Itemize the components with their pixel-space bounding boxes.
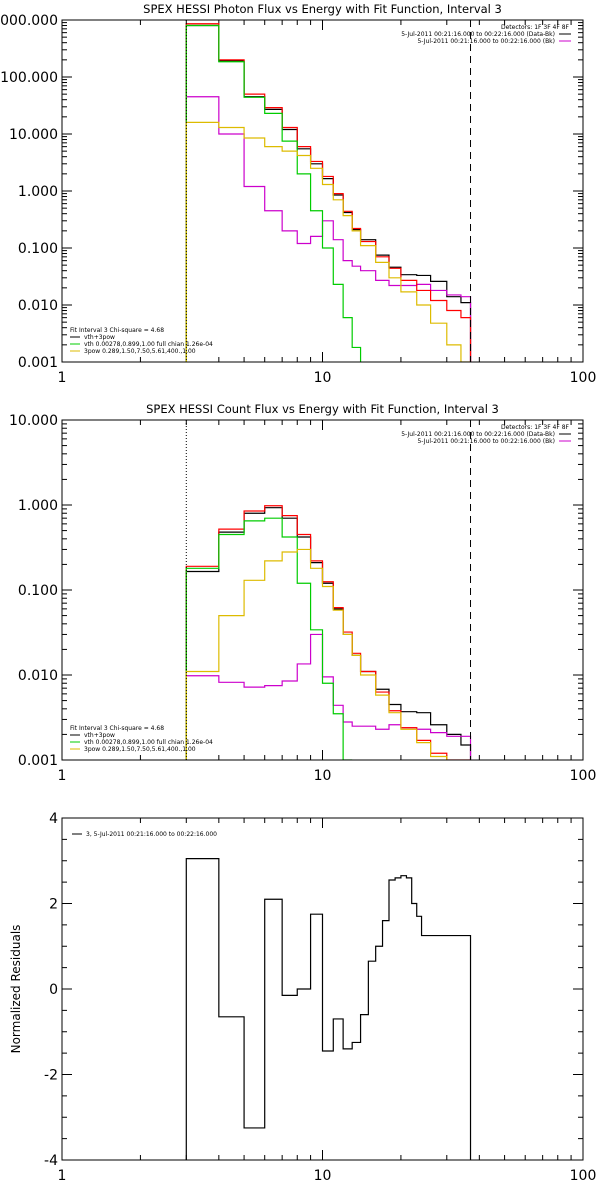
series-line — [185, 24, 472, 362]
x-tick-label: 10 — [314, 768, 332, 784]
y-axis-label: Normalized Residuals — [9, 925, 23, 1054]
plot-frame — [61, 19, 584, 363]
x-tick-label: 10 — [314, 1168, 332, 1184]
y-tick-label: 0.010 — [18, 668, 58, 684]
y-tick-label: 0.001 — [18, 355, 58, 371]
y-tick-label: 0.010 — [18, 298, 58, 314]
legend-top-entry: 5-Jul-2011 00:21:16.000 to 00:22:16.000 … — [417, 38, 555, 45]
legend-bottom-entry: vth+3pow — [84, 334, 115, 341]
series-group — [185, 858, 472, 1160]
legend-bottom-entry: vth+3pow — [84, 732, 115, 739]
y-axis-ticks — [62, 419, 583, 761]
y-tick-label: 0.100 — [18, 583, 58, 599]
legend-bottom-entry: Fit Interval 3 Chi-square = 4.68 — [70, 725, 164, 732]
legend-bottom-entry: Fit Interval 3 Chi-square = 4.68 — [70, 327, 164, 334]
x-axis-ticks — [61, 20, 572, 362]
x-tick-label: 100 — [570, 370, 597, 386]
y-tick-label: 100.000 — [0, 70, 58, 86]
legend-bottom-entry: 3pow 0.289,1.50,7.50,5.61,400.,1.00 — [84, 746, 196, 753]
legend-bottom-entry: vth 0.00278,0.899,1.00 full chian 1.26e-… — [84, 739, 213, 746]
series-line — [185, 23, 472, 362]
legend-top-entry: 5-Jul-2011 00:21:16.000 to 00:22:16.000 … — [401, 31, 555, 38]
plot-frame — [61, 419, 584, 761]
legend-bottom-entry: 3pow 0.289,1.50,7.50,5.61,400.,1.00 — [84, 348, 196, 355]
chart-panel-2: SPEX HESSI Count Flux vs Energy with Fit… — [9, 402, 596, 784]
series-line — [185, 96, 472, 362]
legend-top-entry: Detectors: 1F 3F 4F 8F — [501, 424, 570, 431]
series-line — [185, 121, 471, 362]
chart-panel-1: SPEX HESSI Photon Flux vs Energy with Fi… — [0, 2, 596, 386]
plot-frame — [61, 817, 584, 1161]
y-tick-label: 0.100 — [18, 241, 58, 257]
legend-top-entry: Detectors: 1F 3F 4F 8F — [501, 24, 570, 31]
x-tick-label: 1 — [58, 1168, 67, 1184]
series-line — [185, 507, 472, 760]
x-axis-ticks — [61, 420, 572, 760]
series-line — [185, 858, 472, 1160]
x-tick-label: 100 — [570, 768, 597, 784]
series-line — [185, 517, 353, 760]
series-line — [185, 24, 362, 362]
series-line — [185, 548, 472, 760]
legend-top-entry: 5-Jul-2011 00:21:16.000 to 00:22:16.000 … — [401, 431, 555, 438]
series-group — [185, 505, 472, 760]
y-axis-ticks — [62, 19, 583, 363]
y-tick-label: 4 — [49, 811, 58, 827]
y-tick-label: 0.001 — [18, 753, 58, 769]
x-tick-label: 100 — [570, 1168, 597, 1184]
y-tick-label: -4 — [44, 1153, 58, 1169]
legend-bottom-entry: vth 0.00278,0.899,1.00 full chian 1.26e-… — [84, 341, 213, 348]
x-tick-label: 1 — [58, 370, 67, 386]
chart-panel-3: Normalized Residuals 1 10 100 -4 -2 0 2 4 3, 5-Ju… — [9, 811, 596, 1184]
y-tick-label: 0 — [49, 982, 58, 998]
y-tick-label: -2 — [44, 1068, 58, 1084]
series-line — [185, 505, 471, 760]
x-tick-label: 1 — [58, 768, 67, 784]
chart-title: SPEX HESSI Photon Flux vs Energy with Fi… — [143, 2, 502, 16]
y-axis-ticks — [62, 817, 583, 1161]
y-tick-label: 10.000 — [9, 127, 58, 143]
legend-top-entry: 5-Jul-2011 00:21:16.000 to 00:22:16.000 … — [417, 438, 555, 445]
y-tick-label: 2 — [49, 897, 58, 913]
legend-top-entry: 3, 5-Jul-2011 00:21:16.000 to 00:22:16.0… — [86, 831, 217, 838]
y-tick-label: 10.000 — [9, 413, 58, 429]
y-tick-label: 1.000 — [18, 184, 58, 200]
chart-title: SPEX HESSI Count Flux vs Energy with Fit… — [146, 402, 499, 416]
series-group — [185, 23, 472, 362]
series-line — [185, 633, 472, 760]
y-tick-label: 1.000 — [18, 498, 58, 514]
x-axis-ticks — [61, 818, 572, 1160]
x-tick-label: 10 — [314, 370, 332, 386]
